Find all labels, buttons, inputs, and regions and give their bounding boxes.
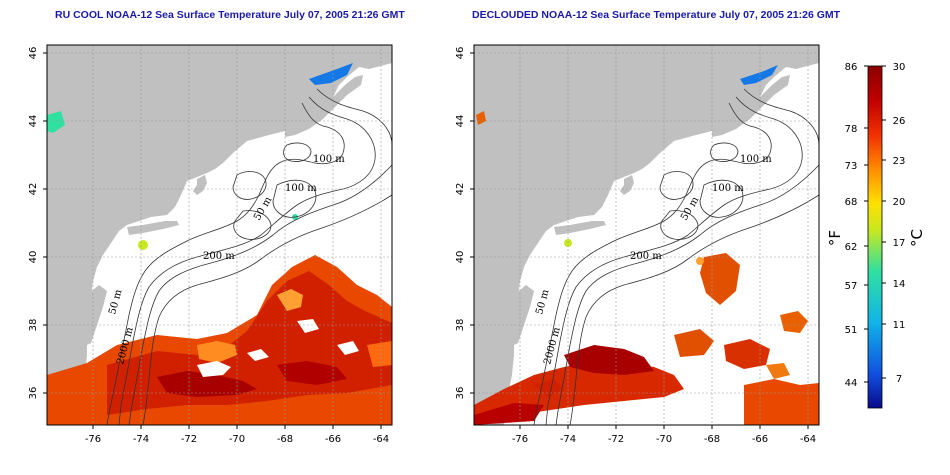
colorbar: 86 78 73 68 62 57 51 44 30 26 23 20 17 1…	[826, 62, 926, 409]
right-lon-tick-label: -66	[752, 434, 768, 445]
right-cold-patch-gulf-of-maine	[740, 65, 778, 85]
left-lon-tick-label: -72	[181, 434, 197, 445]
colorbar-celsius-tick: 26	[893, 116, 906, 127]
left-sst-spot-nearshore	[138, 240, 148, 250]
left-contour-label-100m-a: 100 m	[313, 154, 345, 165]
right-lat-tick-label: 38	[455, 319, 466, 332]
colorbar-fahrenheit-tick: 62	[845, 242, 858, 253]
left-lat-tick-label: 40	[28, 251, 39, 264]
colorbar-fahrenheit-tick: 57	[845, 281, 858, 292]
left-sst-field	[47, 255, 392, 425]
colorbar-fahrenheit-label: °F	[826, 230, 844, 246]
left-contour-label-200m: 200 m	[203, 251, 235, 262]
right-lon-tick-label: -74	[560, 434, 576, 445]
right-lon-tick-label: -72	[608, 434, 624, 445]
colorbar-fahrenheit-tick: 44	[845, 378, 858, 389]
right-map-title: DECLOUDED NOAA-12 Sea Surface Temperatur…	[472, 9, 841, 21]
right-contour-label-100m-b: 100 m	[712, 183, 744, 194]
colorbar-celsius-tick: 20	[893, 197, 906, 208]
right-lat-tick-label: 40	[455, 251, 466, 264]
colorbar-celsius-tick: 14	[893, 279, 906, 290]
right-lon-axis: -76 -74 -72 -70 -68 -66 -64	[512, 425, 816, 445]
colorbar-celsius-label: °C	[908, 229, 926, 247]
left-lon-tick-label: -70	[229, 434, 245, 445]
left-lat-axis: 36 38 40 42 44 46	[28, 47, 47, 400]
left-lat-tick-label: 38	[28, 319, 39, 332]
left-lon-tick-label: -74	[133, 434, 149, 445]
right-lon-tick-label: -68	[704, 434, 720, 445]
left-contour-label-100m-b: 100 m	[285, 183, 317, 194]
colorbar-fahrenheit-tick: 68	[845, 197, 858, 208]
colorbar-fahrenheit-tick: 78	[845, 124, 858, 135]
left-lon-axis: -76 -74 -72 -70 -68 -66 -64	[85, 425, 389, 445]
left-map-title: RU COOL NOAA-12 Sea Surface Temperature …	[55, 9, 405, 21]
colorbar-celsius-tick: 23	[893, 156, 906, 167]
colorbar-fahrenheit-tick: 51	[845, 325, 858, 336]
left-lat-tick-label: 44	[28, 115, 39, 128]
left-lat-tick-label: 36	[28, 387, 39, 400]
right-contour-label-200m: 200 m	[630, 251, 662, 262]
right-lon-tick-label: -64	[800, 434, 816, 445]
left-lon-tick-label: -66	[325, 434, 341, 445]
left-lon-tick-label: -76	[85, 434, 101, 445]
colorbar-celsius-tick: 17	[893, 238, 906, 249]
colorbar-celsius-tick: 30	[893, 62, 906, 73]
right-lat-tick-label: 36	[455, 387, 466, 400]
right-lat-axis: 36 38 40 42 44 46	[455, 47, 474, 400]
right-lon-tick-label: -70	[656, 434, 672, 445]
right-lat-tick-label: 46	[455, 47, 466, 60]
colorbar-fahrenheit-tick: 73	[845, 161, 858, 172]
colorbar-gradient	[867, 65, 883, 409]
left-lat-tick-label: 42	[28, 183, 39, 196]
left-lon-tick-label: -68	[277, 434, 293, 445]
right-contour-label-100m-a: 100 m	[740, 154, 772, 165]
colorbar-celsius-tick: 11	[893, 320, 906, 331]
left-sst-spot-northwest	[47, 111, 65, 133]
left-lon-tick-label: -64	[373, 434, 389, 445]
colorbar-fahrenheit-tick: 86	[845, 62, 858, 73]
right-lat-tick-label: 44	[455, 115, 466, 128]
colorbar-celsius-tick: 7	[896, 374, 902, 385]
left-map-frame	[46, 44, 393, 426]
right-lat-tick-label: 42	[455, 183, 466, 196]
right-lon-tick-label: -76	[512, 434, 528, 445]
left-cold-patch-gulf-of-maine	[309, 63, 353, 85]
right-map-panel: 100 m 100 m 50 m 200 m 50 m 2000 m	[473, 44, 820, 426]
left-map-panel: 100 m 100 m 50 m 200 m 50 m 2000 m	[46, 44, 393, 426]
left-lat-tick-label: 46	[28, 47, 39, 60]
right-map-frame	[473, 44, 820, 426]
